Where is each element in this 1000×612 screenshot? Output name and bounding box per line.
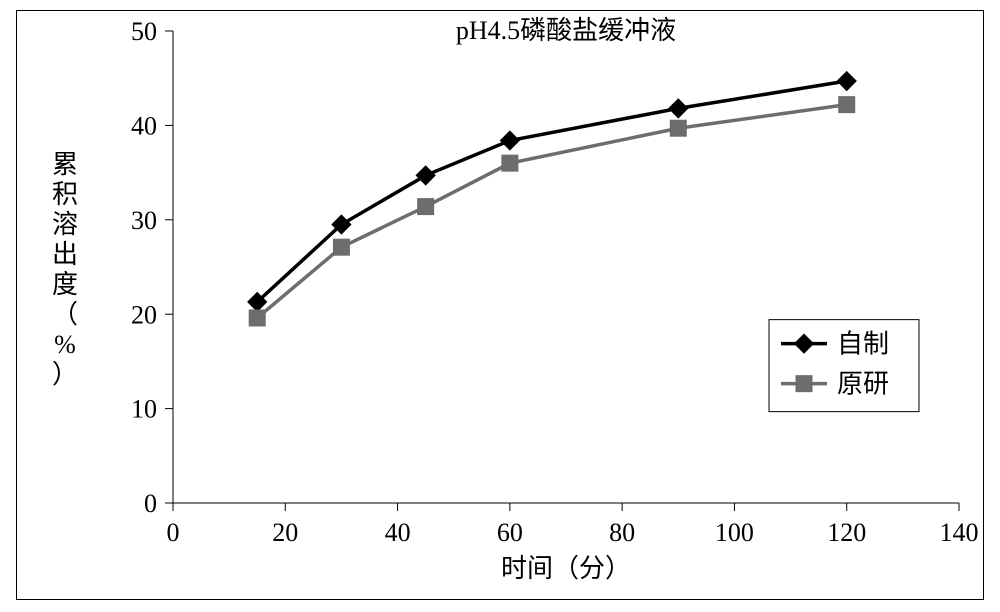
x-tick-label: 80	[609, 518, 635, 547]
y-tick-label: 20	[131, 300, 157, 329]
series-marker-原研	[670, 120, 686, 136]
legend: 自制原研	[769, 320, 919, 412]
series-marker-自制	[500, 131, 519, 150]
y-axis-label: 累积溶出度（%）	[52, 150, 78, 389]
x-tick-label: 100	[715, 518, 754, 547]
series-marker-自制	[416, 166, 435, 185]
y-tick-label: 10	[131, 395, 157, 424]
legend-label-自制: 自制	[837, 330, 889, 359]
y-tick-label: 0	[144, 489, 157, 518]
x-axis-label: 时间（分）	[501, 554, 631, 583]
series-line-自制	[257, 81, 847, 302]
series-marker-原研	[502, 155, 518, 171]
series-marker-原研	[333, 239, 349, 255]
chart-container: 0 20 40 60 80 100 120 140 0 10 20 30 40 50 pH4.5磷酸盐缓冲液…	[16, 10, 984, 600]
x-tick-label: 40	[385, 518, 411, 547]
y-tick-label: 40	[131, 112, 157, 141]
x-tick-label: 120	[827, 518, 866, 547]
legend-marker-原研	[796, 376, 812, 392]
series-marker-原研	[249, 310, 265, 326]
line-chart: 0 20 40 60 80 100 120 140 0 10 20 30 40 50 pH4.5磷酸盐缓冲液…	[17, 11, 983, 599]
chart-title: pH4.5磷酸盐缓冲液	[456, 16, 676, 45]
series-marker-原研	[418, 199, 434, 215]
x-tick-label: 140	[940, 518, 979, 547]
legend-label-原研: 原研	[837, 370, 889, 399]
y-tick-label: 50	[131, 17, 157, 46]
x-tick-label: 20	[272, 518, 298, 547]
series-line-原研	[257, 105, 847, 318]
series-自制	[248, 72, 856, 312]
x-tick-label: 60	[497, 518, 523, 547]
x-tick-label: 0	[167, 518, 180, 547]
series-marker-原研	[839, 97, 855, 113]
y-tick-label: 30	[131, 206, 157, 235]
series-marker-自制	[837, 72, 856, 91]
series-marker-自制	[669, 99, 688, 118]
